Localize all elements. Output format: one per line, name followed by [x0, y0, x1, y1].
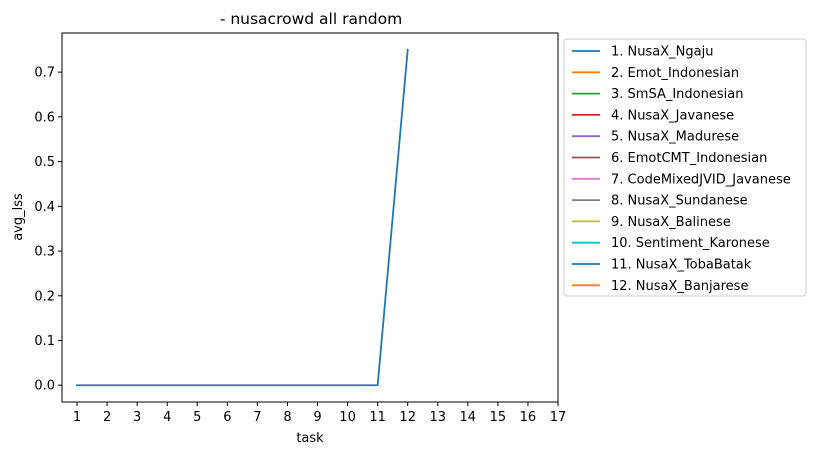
- y-axis-ticks: 0.0 0.1 0.2 0.3 0.4 0.5 0.6 0.7: [34, 66, 62, 394]
- legend-entry-label: 11. NusaX_TobaBatak: [611, 258, 752, 273]
- legend-entry-label: 12. NusaX_Banjarese: [611, 279, 748, 294]
- y-tick-label: 0.3: [34, 245, 55, 260]
- legend-entry-label: 8. NusaX_Sundanese: [611, 194, 748, 209]
- legend-entry-label: 4. NusaX_Javanese: [611, 108, 734, 123]
- plot-area: [76, 48, 409, 387]
- x-axis-title: task: [296, 431, 324, 446]
- y-tick-label: 0.0: [34, 379, 55, 394]
- series-line-1: [76, 48, 409, 387]
- x-tick-label: 1: [73, 410, 81, 425]
- y-axis-title: avg_lss: [11, 193, 26, 241]
- y-tick-label: 0.6: [34, 110, 55, 125]
- x-tick-label: 14: [460, 410, 477, 425]
- legend-entry-label: 2. Emot_Indonesian: [611, 66, 739, 81]
- x-axis-ticks: 1 2 3 4 5 6 7 8 9 10 11 12 13 14 15 16 17: [73, 402, 566, 425]
- x-tick-label: 3: [133, 410, 141, 425]
- legend-entry-label: 6. EmotCMT_Indonesian: [611, 151, 767, 166]
- x-tick-label: 13: [429, 410, 446, 425]
- legend-entry-label: 3. SmSA_Indonesian: [611, 87, 743, 102]
- x-tick-label: 11: [369, 410, 386, 425]
- x-tick-label: 5: [193, 410, 201, 425]
- x-tick-label: 8: [283, 410, 291, 425]
- x-tick-label: 17: [550, 410, 567, 425]
- plot-frame: [61, 32, 559, 403]
- x-tick-label: 4: [163, 410, 171, 425]
- y-tick-label: 0.4: [34, 200, 55, 215]
- x-tick-label: 10: [339, 410, 356, 425]
- y-tick-label: 0.2: [34, 289, 55, 304]
- x-tick-label: 16: [520, 410, 537, 425]
- legend-entry-label: 10. Sentiment_Karonese: [611, 236, 770, 251]
- x-tick-label: 15: [490, 410, 507, 425]
- x-tick-label: 6: [223, 410, 231, 425]
- legend-entry-label: 5. NusaX_Madurese: [611, 130, 739, 145]
- y-tick-label: 0.7: [34, 66, 55, 81]
- x-tick-label: 9: [313, 410, 321, 425]
- x-tick-label: 2: [103, 410, 111, 425]
- legend-entry-label: 7. CodeMixedJVID_Javanese: [611, 172, 791, 187]
- y-tick-label: 0.5: [34, 155, 55, 170]
- legend-entry-label: 1. NusaX_Ngaju: [611, 45, 713, 60]
- legend-frame: [563, 38, 807, 297]
- y-tick-label: 0.1: [34, 334, 55, 349]
- legend: 1. NusaX_Ngaju 2. Emot_Indonesian 3. SmSA_…: [563, 38, 807, 297]
- x-tick-label: 12: [399, 410, 416, 425]
- chart-title: - nusacrowd all random: [220, 10, 402, 28]
- x-tick-label: 7: [253, 410, 261, 425]
- legend-entry-label: 9. NusaX_Balinese: [611, 215, 731, 230]
